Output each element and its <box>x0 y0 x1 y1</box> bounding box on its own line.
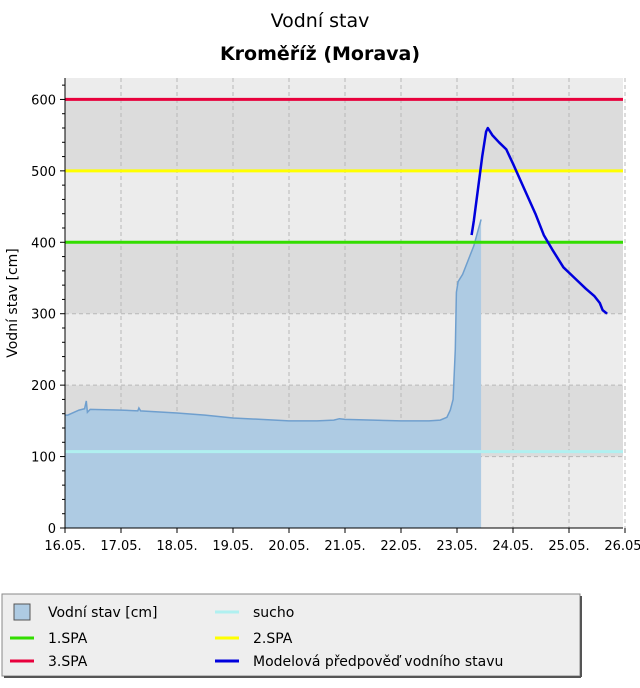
legend-label: sucho <box>253 605 294 621</box>
x-tick-label: 17.05. <box>100 539 141 554</box>
y-tick-label: 600 <box>31 93 56 108</box>
x-tick-label: 22.05. <box>380 539 421 554</box>
y-tick-label: 0 <box>48 522 56 537</box>
chart-subtitle: Kroměříž (Morava) <box>220 43 420 65</box>
legend-box <box>1 593 581 677</box>
x-tick-label: 24.05. <box>492 539 533 554</box>
plot-band <box>65 99 623 171</box>
x-tick-label: 25.05. <box>548 539 589 554</box>
y-tick-label: 300 <box>31 308 56 323</box>
x-tick-label: 20.05. <box>268 539 309 554</box>
legend-label: 1.SPA <box>48 631 88 647</box>
x-tick-label: 19.05. <box>212 539 253 554</box>
y-tick-label: 400 <box>31 236 56 251</box>
plot-band <box>65 313 623 386</box>
legend-swatch-area <box>13 603 31 621</box>
plot-band <box>65 170 623 243</box>
y-axis-label: Vodní stav [cm] <box>5 248 21 358</box>
y-tick-label: 200 <box>31 379 56 394</box>
y-tick-label: 500 <box>31 165 56 180</box>
x-tick-label: 16.05. <box>44 539 85 554</box>
legend-label: Vodní stav [cm] <box>48 605 158 621</box>
forecast-line <box>470 126 608 315</box>
plot-band <box>65 78 623 100</box>
plot-band <box>65 242 623 314</box>
water-level-line <box>65 219 482 422</box>
legend-label: Modelová předpověď vodního stavu <box>253 654 503 670</box>
x-tick-label: 23.05. <box>436 539 477 554</box>
y-tick-label: 100 <box>31 451 56 466</box>
legend-label: 2.SPA <box>253 631 293 647</box>
x-tick-label: 21.05. <box>324 539 365 554</box>
x-tick-label: 18.05. <box>156 539 197 554</box>
x-tick-label: 26.05. <box>604 539 640 554</box>
legend-label: 3.SPA <box>48 654 88 670</box>
chart-title: Vodní stav <box>271 10 370 32</box>
